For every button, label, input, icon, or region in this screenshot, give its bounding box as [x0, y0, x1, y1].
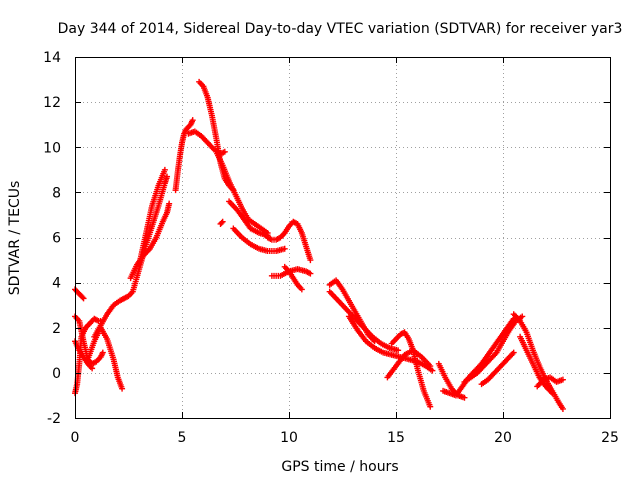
- data-point: [307, 270, 314, 277]
- data-series-arc16: [260, 218, 314, 264]
- data-series-arc22: [388, 329, 434, 410]
- data-point: [510, 349, 517, 356]
- data-point: [80, 295, 87, 302]
- data-series-arc20: [326, 288, 402, 354]
- chart-grid: [75, 57, 610, 418]
- data-point: [549, 390, 556, 397]
- data-point: [461, 394, 468, 401]
- data-point: [427, 403, 434, 410]
- data-series-arc23: [384, 347, 434, 381]
- y-tick-label: 12: [43, 95, 61, 111]
- y-tick-label: 2: [52, 321, 61, 337]
- data-series-arc27: [478, 349, 517, 388]
- data-point: [119, 385, 126, 392]
- data-point: [429, 367, 436, 374]
- data-point: [559, 376, 566, 383]
- data-point: [218, 219, 225, 226]
- x-tick-label: 20: [494, 430, 512, 446]
- x-tick-label: 15: [387, 430, 405, 446]
- x-tick-label: 25: [601, 430, 619, 446]
- data-point: [99, 349, 106, 356]
- data-series-arc4: [72, 338, 96, 372]
- y-tick-label: 0: [52, 366, 61, 382]
- y-tick-label: -2: [47, 411, 61, 427]
- data-point: [89, 365, 96, 372]
- chart-marks: [72, 78, 566, 412]
- y-tick-label: 14: [43, 50, 61, 66]
- x-tick-label: 5: [178, 430, 187, 446]
- data-point: [189, 117, 196, 124]
- data-point: [559, 405, 566, 412]
- data-point: [307, 257, 314, 264]
- data-series-arc28: [510, 311, 566, 412]
- data-series-arc9: [172, 117, 196, 194]
- data-series-arc6: [91, 173, 171, 340]
- data-series-arc15: [217, 218, 226, 227]
- data-series-arc18: [281, 263, 305, 293]
- data-series-arc14: [230, 225, 288, 255]
- y-axis-label: SDTVAR / TECUs: [7, 181, 23, 296]
- data-point: [164, 173, 171, 180]
- data-series-arc1: [72, 286, 87, 302]
- data-point: [298, 286, 305, 293]
- data-point: [281, 245, 288, 252]
- y-tick-label: 6: [52, 231, 61, 247]
- data-series-arc8: [136, 166, 168, 268]
- chart-ticks: 0 5 10 15 20 25 -2 0 2 4 6 8 10 12 14: [43, 50, 619, 446]
- data-point: [166, 200, 173, 207]
- x-tick-label: 10: [280, 430, 298, 446]
- data-series-arc7: [127, 200, 173, 282]
- data-series-arc5: [84, 324, 126, 392]
- data-series-arc30: [534, 374, 566, 390]
- data-series-arc26: [461, 313, 526, 385]
- x-axis-label: GPS time / hours: [281, 459, 398, 475]
- data-point: [161, 166, 168, 173]
- y-tick-label: 4: [52, 276, 61, 292]
- data-point: [427, 363, 434, 370]
- data-point: [79, 294, 86, 301]
- data-point: [221, 148, 228, 155]
- data-point: [395, 347, 402, 354]
- chart-title: Day 344 of 2014, Sidereal Day-to-day VTE…: [58, 21, 623, 37]
- y-tick-label: 10: [43, 140, 61, 156]
- y-tick-label: 8: [52, 185, 61, 201]
- x-tick-label: 0: [71, 430, 80, 446]
- data-point: [219, 218, 226, 225]
- data-point: [519, 313, 526, 320]
